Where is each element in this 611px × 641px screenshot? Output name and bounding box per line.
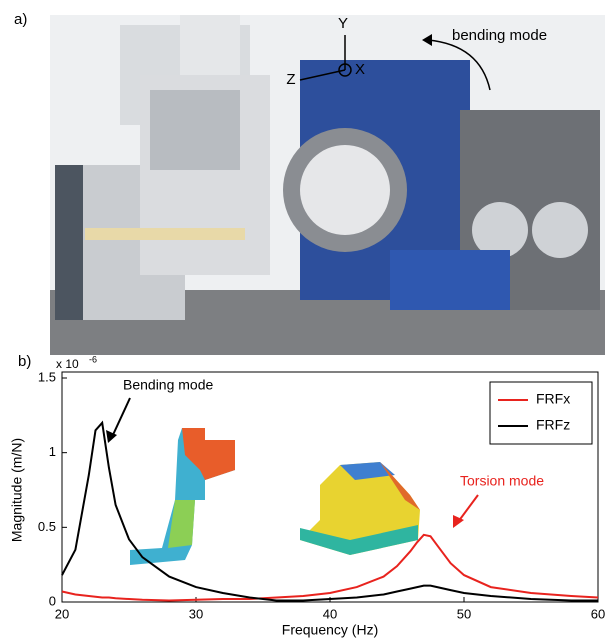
- panel-label: b): [18, 353, 31, 370]
- axis-label: X: [355, 61, 365, 78]
- x-tick-label: 20: [55, 606, 69, 621]
- annotation: Torsion mode: [460, 473, 544, 489]
- y-axis-label: Magnitude (m/N): [9, 438, 25, 542]
- x-tick-label: 50: [457, 606, 471, 621]
- annotation: bending mode: [452, 27, 547, 44]
- legend-label: FRFx: [536, 391, 570, 407]
- annotation: Bending mode: [123, 377, 214, 393]
- y-tick-label: 1: [49, 444, 56, 459]
- x-tick-label: 60: [591, 606, 605, 621]
- figure: a) Y Z X bending mode b) x 10 -6 00.511.…: [0, 0, 611, 641]
- legend-label: FRFz: [536, 417, 570, 433]
- x-tick-label: 40: [323, 606, 337, 621]
- photo: [50, 15, 605, 355]
- axis-label: Z: [286, 71, 295, 88]
- x-tick-label: 30: [189, 606, 203, 621]
- y-multiplier: x 10: [56, 357, 79, 371]
- x-axis-label: Frequency (Hz): [282, 622, 378, 638]
- panel-label: a): [14, 11, 27, 28]
- y-exponent: -6: [89, 354, 97, 364]
- y-tick-label: 1.5: [38, 369, 56, 384]
- axis-label: Y: [338, 15, 348, 32]
- y-tick-label: 0.5: [38, 519, 56, 534]
